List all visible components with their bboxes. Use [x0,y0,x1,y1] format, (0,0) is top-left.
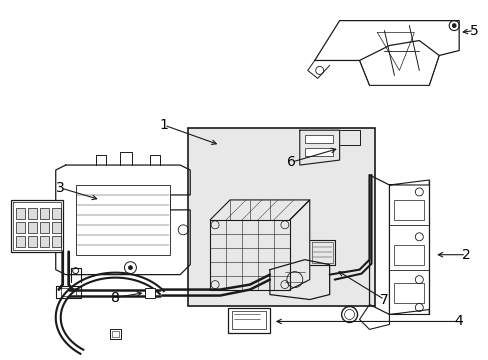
Bar [304,148,332,156]
Text: 8: 8 [111,291,120,305]
Text: 1: 1 [160,118,168,132]
Bar [16,236,25,247]
Circle shape [128,266,132,270]
Bar [111,332,119,337]
Bar [188,128,375,306]
Bar [52,236,61,247]
Bar [109,329,121,339]
Bar [145,288,155,298]
Bar [40,222,49,233]
Text: 4: 4 [454,314,463,328]
Bar [11,200,62,252]
Bar [76,185,170,255]
Text: 7: 7 [379,293,388,306]
Bar [40,208,49,219]
Bar [28,236,37,247]
Circle shape [451,24,455,28]
Bar [394,283,424,302]
Bar [28,208,37,219]
Bar [16,222,25,233]
Bar [394,245,424,265]
Text: 3: 3 [56,181,65,195]
Text: 6: 6 [287,155,296,169]
Bar [16,208,25,219]
Bar [28,222,37,233]
Bar [232,311,265,329]
Bar [52,208,61,219]
Text: 2: 2 [461,248,469,262]
Bar [227,307,269,333]
Bar [40,236,49,247]
Bar [52,222,61,233]
Text: 5: 5 [469,23,477,37]
Bar [394,200,424,220]
Bar [304,135,332,143]
